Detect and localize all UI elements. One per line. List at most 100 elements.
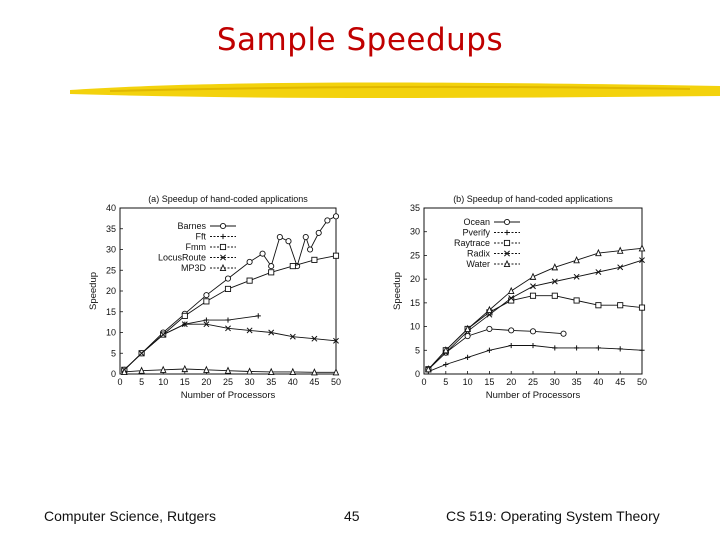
x-tick-label: 0 bbox=[421, 377, 426, 387]
data-point bbox=[617, 346, 623, 352]
data-point bbox=[551, 278, 558, 285]
footer-right-text: CS 519: Operating System Theory bbox=[446, 508, 660, 524]
data-point bbox=[302, 234, 309, 241]
slide-title: Sample Speedups bbox=[216, 22, 504, 58]
legend-label: Fmm bbox=[186, 242, 207, 252]
data-point bbox=[486, 325, 493, 332]
y-tick-label: 0 bbox=[111, 369, 116, 379]
data-point bbox=[181, 321, 188, 328]
data-point bbox=[203, 298, 210, 305]
legend-marker bbox=[219, 243, 227, 251]
series-mp3d bbox=[121, 364, 340, 376]
legend-marker bbox=[503, 259, 511, 268]
data-point bbox=[181, 364, 189, 373]
data-point bbox=[225, 317, 231, 323]
y-tick-label: 10 bbox=[410, 322, 420, 332]
data-point bbox=[595, 345, 601, 351]
data-point bbox=[203, 292, 210, 299]
data-point bbox=[617, 302, 624, 309]
data-point bbox=[246, 258, 253, 265]
chart-b: (b) Speedup of hand-coded applications 0 5… bbox=[392, 194, 647, 401]
data-point bbox=[530, 283, 536, 290]
series-fft bbox=[121, 313, 261, 373]
data-point bbox=[332, 368, 340, 376]
data-point bbox=[255, 313, 261, 319]
data-point bbox=[289, 333, 296, 340]
data-point bbox=[246, 367, 253, 375]
x-tick-label: 45 bbox=[309, 377, 319, 387]
x-tick-label: 30 bbox=[245, 377, 255, 387]
legend-marker bbox=[219, 222, 227, 230]
data-point bbox=[311, 368, 318, 376]
series-fmm bbox=[121, 252, 340, 373]
x-tick-label: 15 bbox=[484, 377, 494, 387]
data-point bbox=[268, 329, 275, 336]
data-point bbox=[307, 246, 314, 253]
y-tick-label: 30 bbox=[106, 245, 116, 255]
data-point bbox=[224, 275, 232, 282]
series-radix bbox=[425, 257, 645, 373]
data-point bbox=[616, 246, 624, 254]
data-point bbox=[203, 365, 210, 373]
data-point bbox=[268, 269, 275, 276]
data-point bbox=[617, 264, 624, 271]
data-point bbox=[203, 317, 209, 323]
data-point bbox=[267, 367, 275, 375]
data-point bbox=[574, 345, 580, 351]
legend-label: LocusRoute bbox=[158, 253, 206, 263]
legend-marker bbox=[504, 229, 510, 236]
data-point bbox=[508, 342, 514, 349]
data-point bbox=[508, 327, 515, 334]
data-point bbox=[529, 292, 537, 299]
series-locusroute bbox=[121, 321, 339, 373]
data-point bbox=[639, 257, 645, 264]
legend-label: Raytrace bbox=[454, 238, 490, 248]
data-point bbox=[121, 367, 128, 375]
title-underline bbox=[70, 82, 720, 98]
legend-label: Barnes bbox=[177, 221, 206, 231]
y-axis-label: Speedup bbox=[392, 272, 403, 310]
y-tick-label: 25 bbox=[106, 265, 116, 275]
data-point bbox=[551, 292, 558, 299]
x-tick-label: 35 bbox=[266, 377, 276, 387]
legend-marker bbox=[220, 233, 226, 240]
legend-label: Water bbox=[466, 259, 490, 269]
x-tick-label: 25 bbox=[528, 377, 538, 387]
data-point bbox=[224, 285, 232, 292]
data-point bbox=[573, 297, 580, 304]
footer-left-text: Computer Science, Rutgers bbox=[44, 508, 216, 524]
x-tick-label: 25 bbox=[223, 377, 233, 387]
data-point bbox=[138, 366, 145, 374]
series-line bbox=[428, 259, 643, 370]
x-tick-label: 20 bbox=[201, 377, 211, 387]
y-tick-label: 40 bbox=[106, 203, 116, 213]
series-line bbox=[428, 247, 643, 370]
data-point bbox=[638, 244, 646, 252]
data-point bbox=[552, 345, 558, 351]
data-point bbox=[324, 217, 331, 224]
x-tick-label: 30 bbox=[550, 377, 560, 387]
x-tick-label: 10 bbox=[158, 377, 168, 387]
data-point bbox=[486, 347, 492, 353]
legend-label: Pverify bbox=[462, 228, 490, 238]
legend-marker bbox=[503, 218, 511, 226]
data-point bbox=[595, 248, 602, 257]
series-water bbox=[425, 244, 646, 373]
y-tick-label: 20 bbox=[410, 274, 420, 284]
legend-marker bbox=[504, 250, 510, 257]
data-point bbox=[311, 256, 318, 263]
data-point bbox=[181, 312, 188, 319]
series-barnes bbox=[121, 213, 340, 373]
y-tick-label: 15 bbox=[410, 298, 420, 308]
legend-marker bbox=[220, 254, 226, 261]
page-number: 45 bbox=[344, 508, 360, 524]
x-tick-label: 45 bbox=[615, 377, 625, 387]
data-point bbox=[315, 229, 322, 236]
y-tick-label: 35 bbox=[106, 224, 116, 234]
data-point bbox=[530, 342, 536, 349]
data-point bbox=[464, 324, 471, 332]
data-point bbox=[443, 361, 449, 368]
x-tick-label: 40 bbox=[288, 377, 298, 387]
data-point bbox=[246, 327, 253, 334]
y-tick-label: 35 bbox=[410, 203, 420, 213]
